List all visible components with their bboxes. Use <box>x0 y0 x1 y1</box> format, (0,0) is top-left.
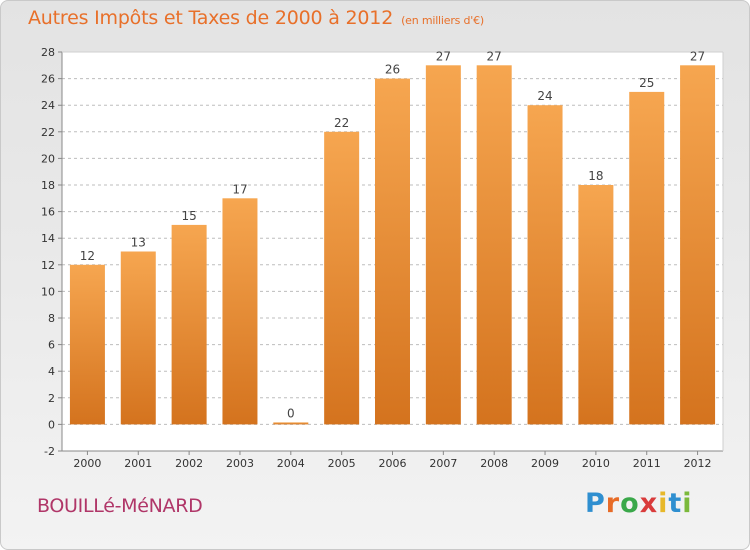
value-label: 12 <box>80 249 95 263</box>
bar <box>578 185 614 425</box>
x-tick-label: 2011 <box>633 457 661 470</box>
x-tick-label: 2007 <box>429 457 457 470</box>
place-name: BOUILLé-MéNARD <box>37 495 203 517</box>
bar <box>222 198 258 425</box>
x-tick-label: 2010 <box>582 457 610 470</box>
logo-letter: i <box>658 488 669 519</box>
bar <box>273 422 309 425</box>
y-tick-label: 6 <box>48 339 55 352</box>
bar <box>120 251 156 425</box>
value-label: 17 <box>232 182 247 196</box>
y-tick-label: 26 <box>41 73 55 86</box>
bar <box>171 224 207 425</box>
y-tick-label: 16 <box>41 206 55 219</box>
y-tick-label: -2 <box>44 445 55 458</box>
logo-letter: r <box>605 488 621 519</box>
x-tick-label: 2012 <box>684 457 712 470</box>
y-tick-label: 28 <box>41 46 55 59</box>
chart-title: Autres Impôts et Taxes de 2000 à 2012 (en… <box>28 7 484 29</box>
value-label: 26 <box>385 63 400 77</box>
logo-letter: x <box>639 488 659 519</box>
bar <box>527 105 563 425</box>
x-tick-label: 2008 <box>480 457 508 470</box>
value-label: 24 <box>537 89 552 103</box>
logo-letter: o <box>620 488 640 519</box>
bar <box>425 65 461 425</box>
logo-letter: i <box>682 488 693 519</box>
proxiti-logo: Proxiti <box>585 488 693 519</box>
value-label: 22 <box>334 116 349 130</box>
logo-letter: P <box>585 488 606 519</box>
logo-letter: t <box>668 488 683 519</box>
y-tick-label: 8 <box>48 312 55 325</box>
bar <box>680 65 716 425</box>
y-tick-label: 0 <box>48 418 55 431</box>
value-label: 18 <box>588 169 603 183</box>
bar <box>324 131 360 425</box>
bar <box>375 78 410 425</box>
y-tick-label: 24 <box>41 99 55 112</box>
bar <box>69 264 105 425</box>
y-tick-label: 14 <box>41 232 55 245</box>
x-tick-label: 2002 <box>175 457 203 470</box>
y-tick-label: 4 <box>48 365 55 378</box>
x-tick-label: 2009 <box>531 457 559 470</box>
value-label: 25 <box>639 76 654 90</box>
bar <box>476 65 512 425</box>
value-label: 15 <box>181 209 196 223</box>
y-tick-label: 18 <box>41 179 55 192</box>
x-tick-label: 2006 <box>379 457 407 470</box>
x-tick-label: 2004 <box>277 457 305 470</box>
x-tick-label: 2000 <box>73 457 101 470</box>
chart-unit: (en milliers d'€) <box>401 14 484 27</box>
value-label: 27 <box>690 49 705 63</box>
bar <box>629 91 665 425</box>
y-tick-label: 12 <box>41 259 55 272</box>
x-tick-label: 2003 <box>226 457 254 470</box>
y-tick-label: 10 <box>41 285 55 298</box>
x-tick-label: 2001 <box>124 457 152 470</box>
value-label: 0 <box>287 406 295 420</box>
value-label: 27 <box>487 49 502 63</box>
y-tick-label: 20 <box>41 152 55 165</box>
y-tick-label: 22 <box>41 126 55 139</box>
chart-title-text: Autres Impôts et Taxes de 2000 à 2012 <box>28 7 394 29</box>
value-label: 27 <box>436 49 451 63</box>
y-tick-label: 2 <box>48 392 55 405</box>
value-label: 13 <box>131 236 146 250</box>
x-tick-label: 2005 <box>328 457 356 470</box>
